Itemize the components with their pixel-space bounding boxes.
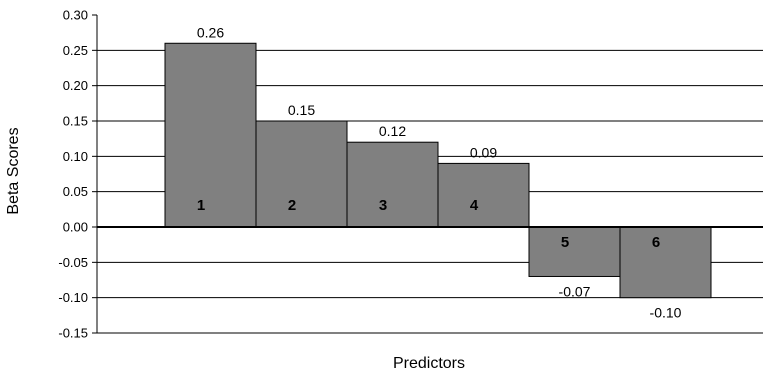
- y-tick-label: -0.05: [58, 255, 88, 270]
- y-tick-labels: 0.30 0.25 0.20 0.15 0.10 0.05 0.00 -0.05 -0.10 -0…: [58, 8, 88, 341]
- bars: [164, 42, 712, 299]
- y-tick-label: 0.00: [63, 220, 88, 235]
- data-label-1: 0.26: [197, 24, 224, 40]
- category-label-5: 5: [561, 234, 569, 251]
- category-label-3: 3: [379, 197, 387, 214]
- y-tick-label: 0.15: [63, 114, 88, 129]
- y-tick-label: -0.15: [58, 326, 88, 341]
- data-label-3: 0.12: [379, 123, 406, 139]
- y-tick-label: 0.20: [63, 78, 88, 93]
- bar-6: [619, 226, 712, 299]
- bar-labels: 0.26 1 0.15 2 0.12 3 0.09 4 -0.07 5 -0.10 6: [197, 24, 682, 320]
- bar-1: [164, 42, 257, 228]
- bar-3: [346, 141, 439, 228]
- data-label-2: 0.15: [288, 102, 315, 118]
- data-label-6: -0.10: [650, 305, 682, 321]
- y-tick-label: 0.05: [63, 184, 88, 199]
- y-tick-label: 0.30: [63, 8, 88, 23]
- y-tick-label: 0.25: [63, 43, 88, 58]
- bar-2: [255, 120, 348, 228]
- bar-4: [437, 162, 530, 228]
- y-tick-label: -0.10: [58, 290, 88, 305]
- category-label-4: 4: [470, 197, 479, 214]
- category-label-1: 1: [197, 197, 205, 214]
- x-axis-title: Predictors: [393, 355, 465, 372]
- category-label-2: 2: [288, 197, 296, 214]
- y-axis-title: Beta Scores: [5, 127, 22, 214]
- category-label-6: 6: [652, 234, 660, 251]
- data-label-4: 0.09: [470, 144, 497, 160]
- bar-5: [528, 226, 621, 277]
- axes: [92, 14, 763, 334]
- y-tick-label: 0.10: [63, 149, 88, 164]
- data-label-5: -0.07: [559, 283, 591, 299]
